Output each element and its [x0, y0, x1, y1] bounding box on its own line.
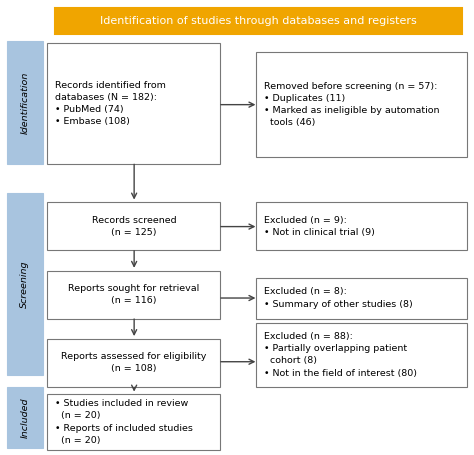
FancyBboxPatch shape	[7, 193, 43, 375]
Text: Excluded (n = 9):
• Not in clinical trial (9): Excluded (n = 9): • Not in clinical tria…	[264, 216, 375, 237]
FancyBboxPatch shape	[7, 387, 43, 448]
Text: Reports assessed for eligibility
(n = 108): Reports assessed for eligibility (n = 10…	[61, 352, 207, 374]
Text: Excluded (n = 88):
• Partially overlapping patient
  cohort (8)
• Not in the fie: Excluded (n = 88): • Partially overlappi…	[264, 332, 417, 378]
Text: Records screened
(n = 125): Records screened (n = 125)	[91, 216, 176, 237]
Text: Identification of studies through databases and registers: Identification of studies through databa…	[100, 16, 417, 26]
FancyBboxPatch shape	[47, 43, 220, 164]
Text: Removed before screening (n = 57):
• Duplicates (11)
• Marked as ineligible by a: Removed before screening (n = 57): • Dup…	[264, 82, 439, 127]
FancyBboxPatch shape	[256, 202, 467, 250]
FancyBboxPatch shape	[55, 8, 462, 34]
FancyBboxPatch shape	[47, 339, 220, 387]
FancyBboxPatch shape	[7, 41, 43, 164]
Text: Records identified from
databases (N = 182):
• PubMed (74)
• Embase (108): Records identified from databases (N = 1…	[55, 81, 166, 126]
FancyBboxPatch shape	[256, 278, 467, 318]
Text: • Studies included in review
  (n = 20)
• Reports of included studies
  (n = 20): • Studies included in review (n = 20) • …	[55, 399, 193, 445]
Text: Excluded (n = 8):
• Summary of other studies (8): Excluded (n = 8): • Summary of other stu…	[264, 288, 413, 308]
FancyBboxPatch shape	[47, 271, 220, 318]
Text: Reports sought for retrieval
(n = 116): Reports sought for retrieval (n = 116)	[68, 284, 200, 305]
FancyBboxPatch shape	[256, 52, 467, 157]
Text: Screening: Screening	[20, 261, 29, 308]
Text: Identification: Identification	[20, 71, 29, 134]
FancyBboxPatch shape	[47, 202, 220, 250]
FancyBboxPatch shape	[256, 323, 467, 387]
FancyBboxPatch shape	[47, 394, 220, 450]
Text: Included: Included	[20, 397, 29, 438]
